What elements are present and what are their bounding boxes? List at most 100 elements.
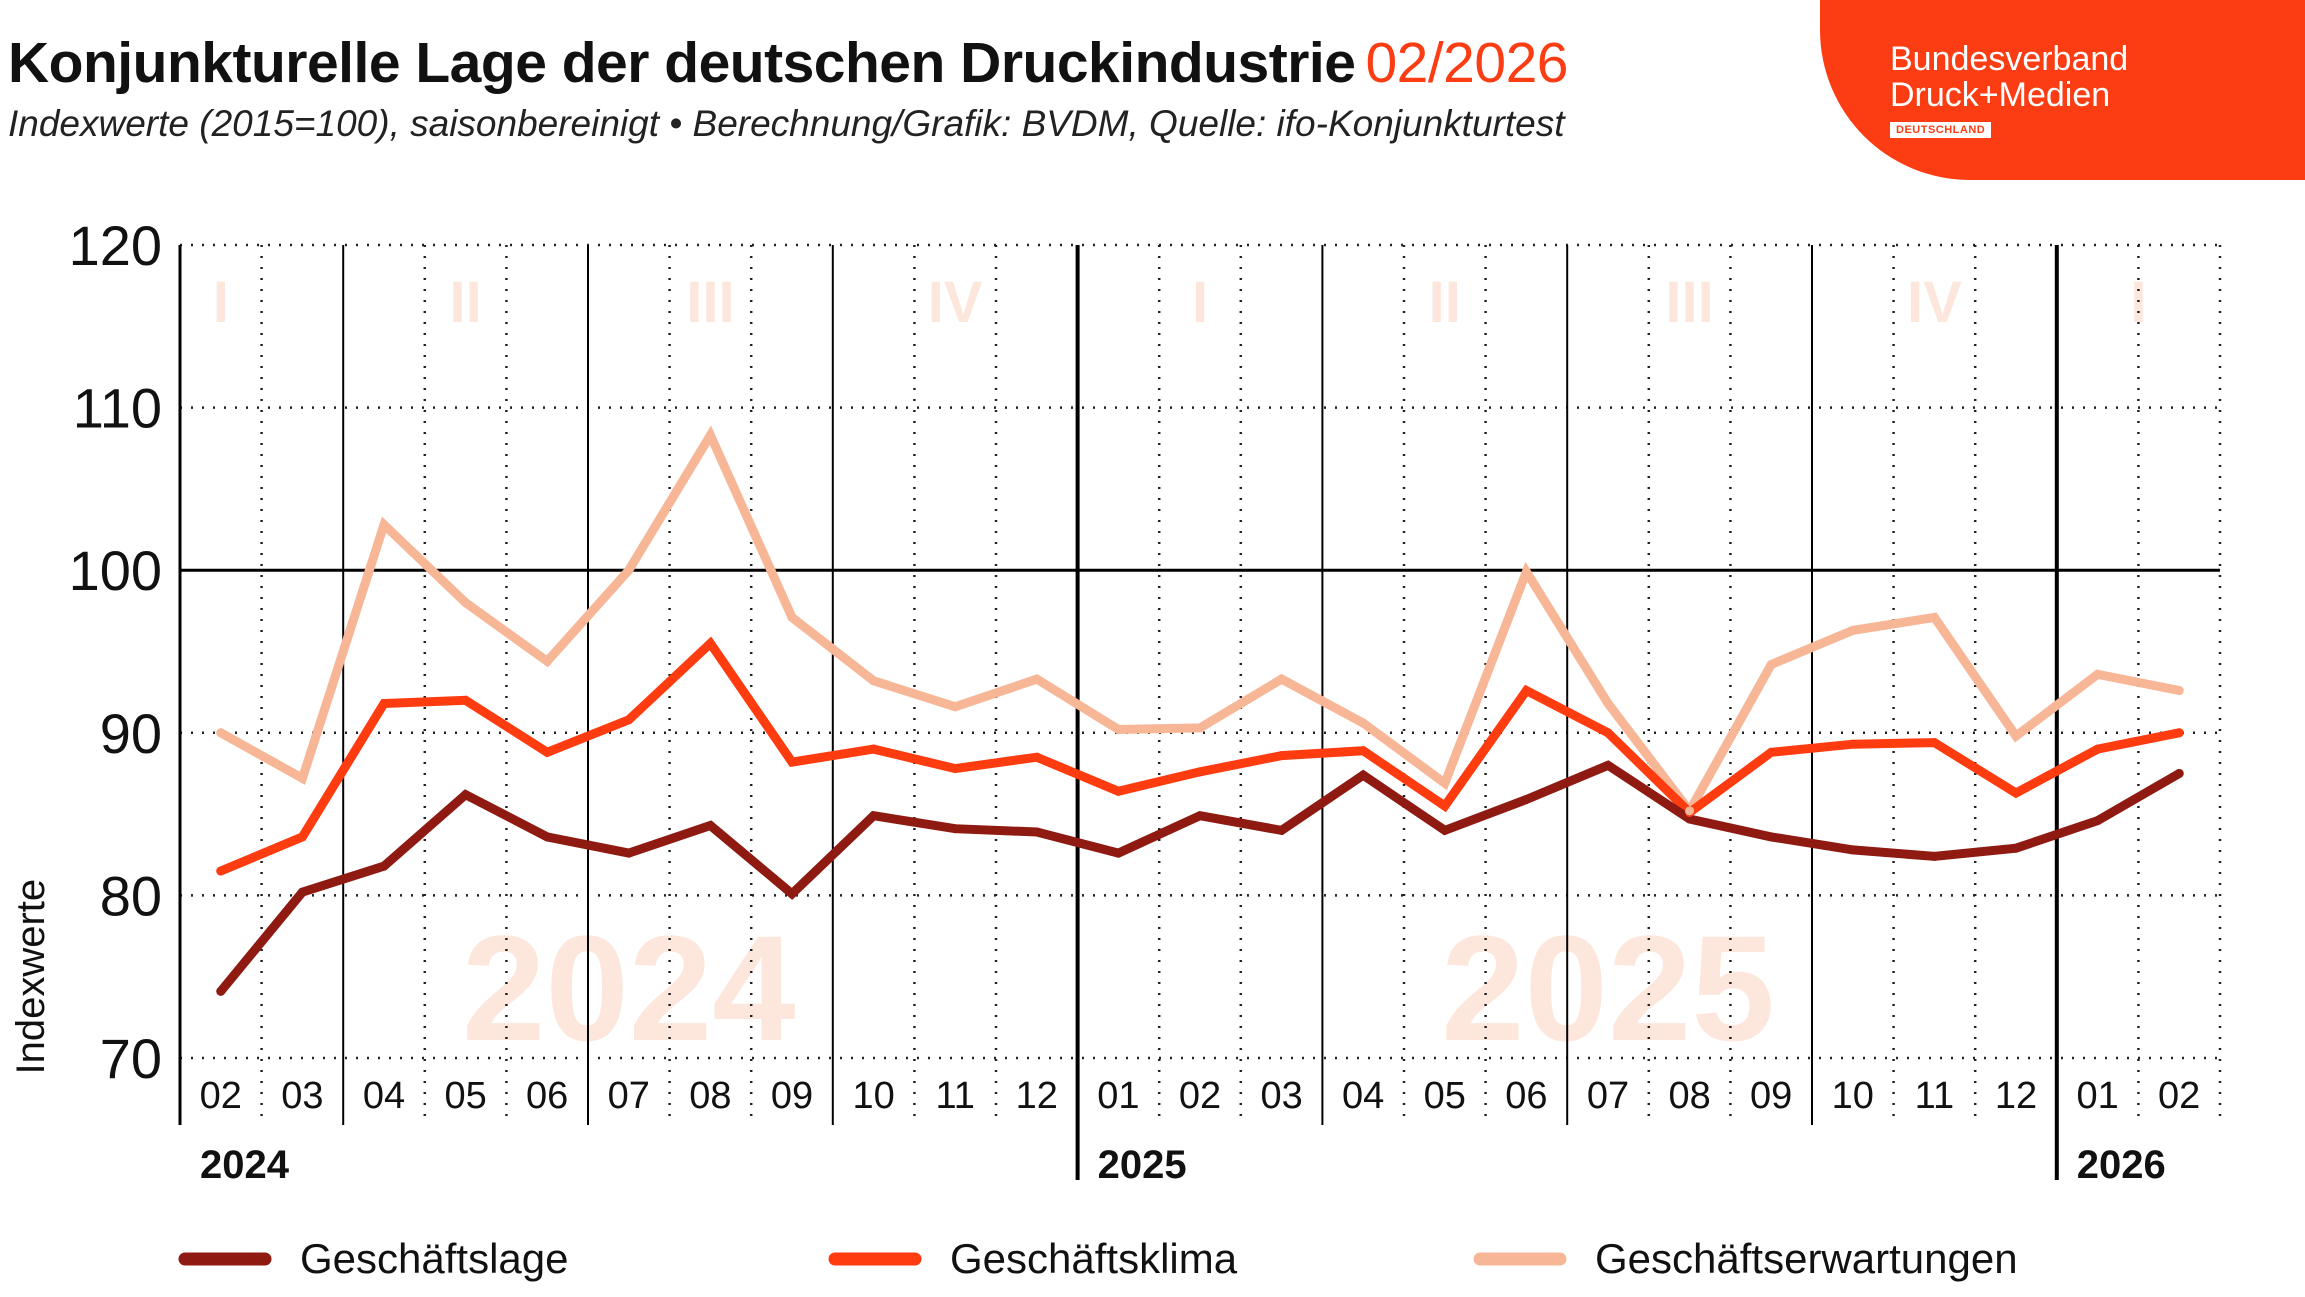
x-tick-label-7: 09: [771, 1075, 813, 1117]
x-tick-label-12: 02: [1179, 1075, 1221, 1117]
x-tick-label-6: 08: [689, 1075, 731, 1117]
quarter-label-7: IV: [1907, 270, 1962, 335]
data-point-geschäftsklima-7: [787, 757, 797, 767]
data-point-geschäftslage-19: [1766, 832, 1776, 842]
watermark-year-2024: 2024: [462, 904, 796, 1072]
data-point-geschäftsklima-23: [2093, 744, 2103, 754]
legend-label-geschäftserwartungen: Geschäftserwartungen: [1595, 1235, 2018, 1282]
logo-badge: DEUTSCHLAND: [1890, 122, 1992, 138]
data-point-geschäftslage-5: [624, 848, 634, 858]
data-point-geschäftserwartungen-9: [950, 702, 960, 712]
x-tick-label-1: 03: [281, 1075, 323, 1117]
logo-line1: Bundesverband: [1890, 40, 2129, 78]
logo-line2: Druck+Medien: [1890, 76, 2111, 114]
x-tick-label-4: 06: [526, 1075, 568, 1117]
data-point-geschäftslage-7: [787, 889, 797, 899]
data-point-geschäftserwartungen-0: [216, 728, 226, 738]
data-point-geschäftserwartungen-7: [787, 612, 797, 622]
quarter-label-5: II: [1429, 270, 1461, 335]
data-point-geschäftslage-22: [2011, 843, 2021, 853]
y-tick-label-120: 120: [69, 214, 162, 277]
data-point-geschäftserwartungen-23: [2093, 669, 2103, 679]
x-tick-label-5: 07: [608, 1075, 650, 1117]
x-tick-label-14: 04: [1342, 1075, 1384, 1117]
quarter-label-1: II: [449, 270, 481, 335]
data-point-geschäftsklima-24: [2174, 728, 2184, 738]
quarter-label-0: I: [213, 270, 229, 335]
page-subtitle: Indexwerte (2015=100), saisonbereinigt •…: [8, 103, 1565, 144]
page-title: Konjunkturelle Lage der deutschen Drucki…: [8, 30, 1568, 96]
data-point-geschäftsklima-16: [1521, 686, 1531, 696]
data-point-geschäftslage-18: [1685, 814, 1695, 824]
data-point-geschäftslage-12: [1195, 811, 1205, 821]
x-tick-label-0: 02: [200, 1075, 242, 1117]
x-tick-label-13: 03: [1260, 1075, 1302, 1117]
year-label-2025: 2025: [1098, 1143, 1187, 1187]
legend-label-geschäftslage: Geschäftslage: [300, 1235, 569, 1282]
x-tick-label-10: 12: [1016, 1075, 1058, 1117]
data-point-geschäftsklima-20: [1848, 739, 1858, 749]
data-point-geschäftslage-14: [1358, 770, 1368, 780]
x-tick-label-3: 05: [444, 1075, 486, 1117]
x-tick-label-2: 04: [363, 1075, 405, 1117]
quarter-label-6: III: [1665, 270, 1713, 335]
data-point-geschäftsklima-5: [624, 715, 634, 725]
x-tick-label-22: 12: [1995, 1075, 2037, 1117]
data-point-geschäftsklima-21: [1929, 738, 1939, 748]
year-label-2024: 2024: [200, 1143, 290, 1187]
data-point-geschäftserwartungen-13: [1277, 674, 1287, 684]
data-point-geschäftsklima-22: [2011, 788, 2021, 798]
data-point-geschäftslage-17: [1603, 760, 1613, 770]
data-point-geschäftsklima-12: [1195, 767, 1205, 777]
y-tick-label-70: 70: [100, 1027, 162, 1090]
data-point-geschäftserwartungen-17: [1603, 699, 1613, 709]
watermark-year-2025: 2025: [1441, 904, 1775, 1072]
data-point-geschäftslage-9: [950, 824, 960, 834]
x-tick-label-16: 06: [1505, 1075, 1547, 1117]
data-point-geschäftserwartungen-11: [1113, 725, 1123, 735]
data-point-geschäftslage-21: [1929, 851, 1939, 861]
x-tick-label-24: 02: [2158, 1075, 2200, 1117]
data-point-geschäftslage-4: [542, 832, 552, 842]
data-point-geschäftslage-15: [1440, 825, 1450, 835]
x-tick-label-17: 07: [1587, 1075, 1629, 1117]
year-label-2026: 2026: [2077, 1143, 2166, 1187]
quarter-label-3: IV: [928, 270, 983, 335]
series-line-geschäftserwartungen: [216, 425, 2184, 819]
data-point-geschäftsklima-0: [216, 866, 226, 876]
x-tick-label-15: 05: [1424, 1075, 1466, 1117]
data-point-geschäftslage-10: [1032, 827, 1042, 837]
data-point-geschäftslage-1: [297, 887, 307, 897]
data-point-geschäftslage-13: [1277, 825, 1287, 835]
data-point-geschäftslage-2: [379, 861, 389, 871]
data-point-geschäftsklima-10: [1032, 752, 1042, 762]
data-point-geschäftsklima-14: [1358, 746, 1368, 756]
data-point-geschäftserwartungen-20: [1848, 625, 1858, 635]
data-point-geschäftserwartungen-15: [1440, 778, 1450, 788]
x-tick-label-23: 01: [2076, 1075, 2118, 1117]
data-point-geschäftsklima-4: [542, 747, 552, 757]
data-point-geschäftserwartungen-12: [1195, 723, 1205, 733]
y-tick-label-90: 90: [100, 702, 162, 765]
quarter-label-8: I: [2130, 270, 2146, 335]
data-point-geschäftserwartungen-1: [297, 773, 307, 783]
bvdm-logo: Bundesverband Druck+Medien DEUTSCHLAND: [1820, 0, 2305, 180]
title-date: 02/2026: [1365, 31, 1568, 95]
data-point-geschäftserwartungen-3: [461, 598, 471, 608]
data-point-geschäftslage-8: [869, 811, 879, 821]
data-point-geschäftsklima-13: [1277, 751, 1287, 761]
data-point-geschäftsklima-17: [1603, 728, 1613, 738]
data-point-geschäftsklima-3: [461, 695, 471, 705]
x-tick-label-8: 10: [852, 1075, 894, 1117]
data-point-geschäftslage-6: [705, 820, 715, 830]
data-point-geschäftslage-24: [2174, 768, 2184, 778]
data-point-geschäftsklima-15: [1440, 801, 1450, 811]
x-tick-label-11: 01: [1097, 1075, 1139, 1117]
data-point-geschäftserwartungen-24: [2174, 686, 2184, 696]
x-tick-label-19: 09: [1750, 1075, 1792, 1117]
data-point-geschäftserwartungen-16: [1521, 567, 1531, 577]
data-point-geschäftsklima-8: [869, 744, 879, 754]
data-point-geschäftslage-3: [461, 790, 471, 800]
data-point-geschäftsklima-9: [950, 764, 960, 774]
